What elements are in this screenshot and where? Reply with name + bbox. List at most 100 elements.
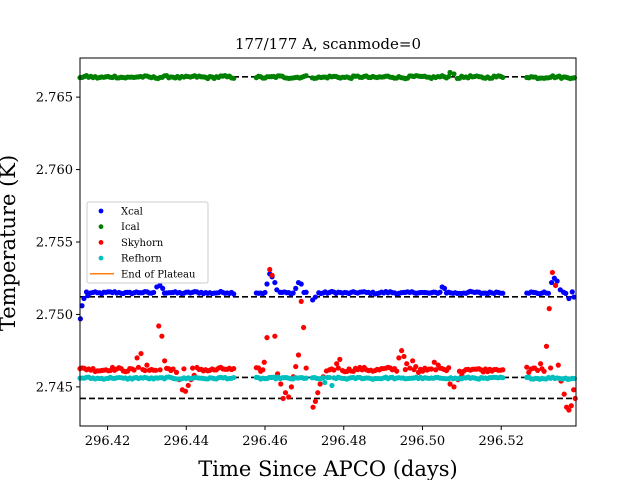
data-point	[303, 375, 309, 381]
data-point	[537, 361, 544, 367]
data-point	[85, 293, 91, 299]
data-point	[566, 407, 572, 413]
legend-marker	[98, 240, 104, 245]
data-point	[571, 387, 577, 393]
data-point	[295, 352, 302, 358]
data-point	[282, 390, 289, 396]
legend-marker	[98, 208, 104, 214]
data-point	[262, 289, 268, 296]
data-point	[500, 367, 506, 373]
x-tick-label: 296.50	[400, 434, 446, 449]
data-point	[555, 362, 561, 368]
data-point	[407, 365, 413, 371]
data-point	[286, 394, 292, 400]
data-point	[404, 361, 410, 367]
data-point	[264, 335, 270, 341]
data-point	[563, 290, 569, 296]
data-point	[543, 343, 550, 349]
y-tick-label: 2.750	[36, 308, 73, 323]
legend-label: Refhorn	[121, 254, 162, 265]
data-point	[298, 281, 304, 287]
data-point	[546, 306, 552, 312]
data-point	[298, 298, 304, 305]
data-point	[231, 75, 237, 81]
x-tick-label: 296.52	[478, 434, 524, 449]
x-tick-label: 296.44	[164, 434, 210, 449]
data-point	[310, 404, 316, 410]
data-point	[160, 285, 166, 291]
data-point	[322, 379, 328, 386]
legend-label: Ical	[121, 222, 140, 233]
data-point	[396, 355, 402, 361]
data-point	[402, 367, 408, 373]
data-point	[545, 290, 552, 296]
data-point	[315, 390, 321, 396]
data-point	[335, 365, 341, 371]
data-point	[300, 324, 307, 331]
data-point	[447, 381, 453, 387]
data-point	[231, 365, 237, 372]
data-point	[524, 364, 530, 370]
y-tick-label: 2.745	[36, 380, 73, 395]
data-point	[394, 368, 400, 374]
y-axis: 2.745 2.750 2.755 2.760 2.765	[36, 91, 80, 395]
data-point	[552, 282, 559, 289]
data-point	[572, 395, 578, 402]
data-point	[135, 364, 142, 370]
series-skyhorn	[77, 266, 578, 413]
data-point	[303, 73, 309, 79]
chart-title: 177/177 A, scanmode=0	[235, 35, 421, 53]
data-point	[170, 366, 176, 372]
data-point	[293, 363, 299, 370]
legend-label: Skyhorn	[121, 238, 164, 249]
data-point	[134, 355, 140, 361]
legend: Xcal Ical Skyhorn Refhorn End of Plateau	[86, 201, 209, 284]
data-point	[157, 367, 163, 373]
data-point	[278, 381, 284, 387]
data-point	[185, 382, 191, 389]
data-point	[415, 369, 422, 375]
series-xcal	[77, 271, 577, 322]
data-point	[293, 285, 299, 291]
legend-marker	[98, 255, 104, 261]
data-point	[323, 368, 330, 374]
data-point	[138, 350, 144, 357]
x-tick-label: 296.46	[242, 434, 288, 449]
data-point	[446, 365, 452, 371]
data-point	[290, 290, 296, 296]
data-point	[334, 361, 340, 367]
data-point	[317, 381, 323, 387]
data-point	[441, 285, 448, 291]
data-point	[500, 74, 506, 81]
data-point	[181, 366, 187, 372]
data-point	[451, 384, 457, 390]
data-point	[557, 287, 563, 293]
data-point	[526, 369, 532, 375]
data-point	[231, 291, 237, 297]
y-axis-label: Temperature (K)	[0, 155, 20, 331]
data-point	[541, 368, 547, 374]
data-point	[433, 367, 439, 373]
data-point	[153, 367, 159, 373]
data-point	[267, 266, 273, 273]
data-point	[428, 366, 434, 372]
data-point	[131, 367, 137, 373]
data-point	[288, 384, 294, 390]
legend-marker	[98, 224, 104, 230]
data-point	[320, 375, 326, 381]
data-points	[77, 69, 578, 413]
series-ical	[77, 69, 578, 82]
legend-label: Xcal	[121, 207, 143, 218]
data-point	[231, 374, 237, 381]
data-point	[549, 269, 555, 276]
data-point	[142, 367, 148, 374]
data-point	[337, 356, 343, 362]
data-point	[81, 295, 87, 302]
data-point	[272, 279, 278, 286]
data-point	[441, 366, 447, 373]
data-point	[280, 395, 286, 402]
data-point	[182, 388, 189, 394]
data-point	[410, 358, 416, 364]
data-point	[144, 362, 150, 368]
data-point	[189, 365, 196, 371]
